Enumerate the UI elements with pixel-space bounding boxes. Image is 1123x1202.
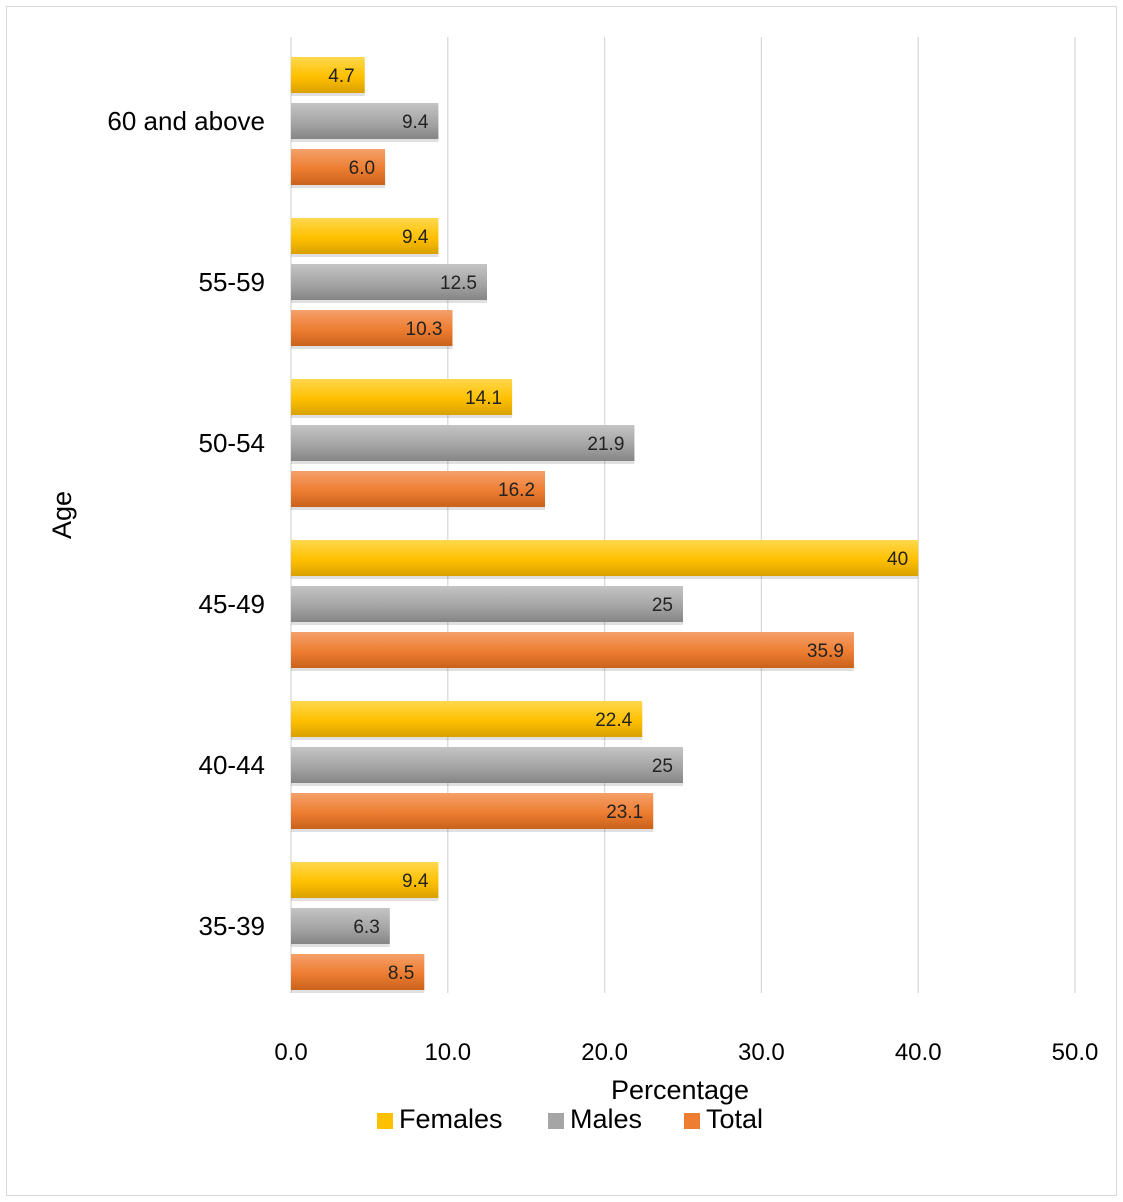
females-bar-60-and-above-label: 4.7: [328, 66, 354, 87]
total-bar-45-49-label: 35.9: [807, 641, 844, 662]
males-bar-40-44: [291, 747, 683, 783]
x-tick-label-4: 40.0: [895, 1039, 942, 1066]
total-bar-35-39: [291, 954, 425, 990]
females-bar-50-54: [291, 379, 513, 415]
total-bar-55-59: [291, 310, 453, 346]
total-bar-60-and-above-label: 6.0: [349, 158, 375, 179]
legend-label-males: Males: [570, 1104, 642, 1134]
bar-chart: 4.7 9.4 6.0 9.4 12.5 10.3 14.1 21.9 16.2 40 25 35.9…: [47, 37, 1098, 1134]
legend-item-females: Females: [377, 1104, 503, 1134]
males-bar-35-39-label: 6.3: [353, 917, 379, 938]
x-tick-label-5: 50.0: [1052, 1039, 1099, 1066]
total-bar-45-49: [291, 632, 854, 668]
category-label-45-49: 45-49: [199, 589, 266, 619]
males-bar-50-54: [291, 425, 635, 461]
total-bar-35-39-label: 8.5: [388, 963, 414, 984]
x-axis-title: Percentage: [611, 1075, 749, 1105]
females-bar-40-44-label: 22.4: [595, 710, 632, 731]
females-bar-55-59-label: 9.4: [402, 227, 429, 248]
category-label-40-44: 40-44: [199, 750, 266, 780]
females-bar-45-49: [291, 540, 919, 576]
males-bar-50-54-label: 21.9: [587, 434, 624, 455]
females-bar-55-59: [291, 218, 439, 254]
total-bar-60-and-above: [291, 149, 386, 185]
total-bar-50-54: [291, 471, 546, 507]
females-bar-35-39-label: 9.4: [402, 871, 429, 892]
total-bar-40-44: [291, 793, 654, 829]
y-axis-title: Age: [47, 491, 77, 539]
x-tick-labels: 0.0 10.0 20.0 30.0 40.0 50.0: [274, 1039, 1098, 1066]
females-bar-60-and-above: [291, 57, 365, 93]
legend: Females Males Total: [377, 1104, 763, 1134]
total-bar-50-54-label: 16.2: [498, 480, 535, 501]
females-bar-35-39: [291, 862, 439, 898]
males-bar-40-44-label: 25: [652, 756, 673, 777]
males-bar-55-59-label: 12.5: [440, 273, 477, 294]
legend-swatch-total: [684, 1113, 700, 1129]
x-tick-label-3: 30.0: [738, 1039, 785, 1066]
legend-swatch-females: [377, 1113, 393, 1129]
category-label-35-39: 35-39: [199, 911, 266, 941]
x-tick-label-2: 20.0: [581, 1039, 628, 1066]
legend-label-females: Females: [399, 1104, 503, 1134]
category-label-60-and-above: 60 and above: [107, 106, 265, 136]
males-bar-55-59: [291, 264, 487, 300]
chart-frame: 4.7 9.4 6.0 9.4 12.5 10.3 14.1 21.9 16.2 40 25 35.9…: [6, 6, 1117, 1196]
legend-item-males: Males: [548, 1104, 642, 1134]
males-bar-45-49-label: 25: [652, 595, 673, 616]
category-labels: 60 and above 55-59 50-54 45-49 40-44 35-39: [107, 106, 265, 941]
females-bar-45-49-label: 40: [887, 549, 908, 570]
gridlines: [290, 37, 1076, 993]
males-bar-45-49: [291, 586, 683, 622]
category-label-50-54: 50-54: [199, 428, 266, 458]
bars: 4.7 9.4 6.0 9.4 12.5 10.3 14.1 21.9 16.2 40 25 35.9…: [291, 57, 919, 993]
legend-label-total: Total: [706, 1104, 763, 1134]
total-bar-55-59-label: 10.3: [406, 319, 443, 340]
males-bar-60-and-above-label: 9.4: [402, 112, 429, 133]
x-tick-label-1: 10.0: [424, 1039, 471, 1066]
legend-swatch-males: [548, 1113, 564, 1129]
females-bar-40-44: [291, 701, 643, 737]
x-tick-label-0: 0.0: [274, 1039, 307, 1066]
males-bar-60-and-above: [291, 103, 439, 139]
total-bar-40-44-label: 23.1: [606, 802, 643, 823]
females-bar-50-54-label: 14.1: [465, 388, 502, 409]
category-label-55-59: 55-59: [199, 267, 266, 297]
legend-item-total: Total: [684, 1104, 763, 1134]
males-bar-35-39: [291, 908, 390, 944]
